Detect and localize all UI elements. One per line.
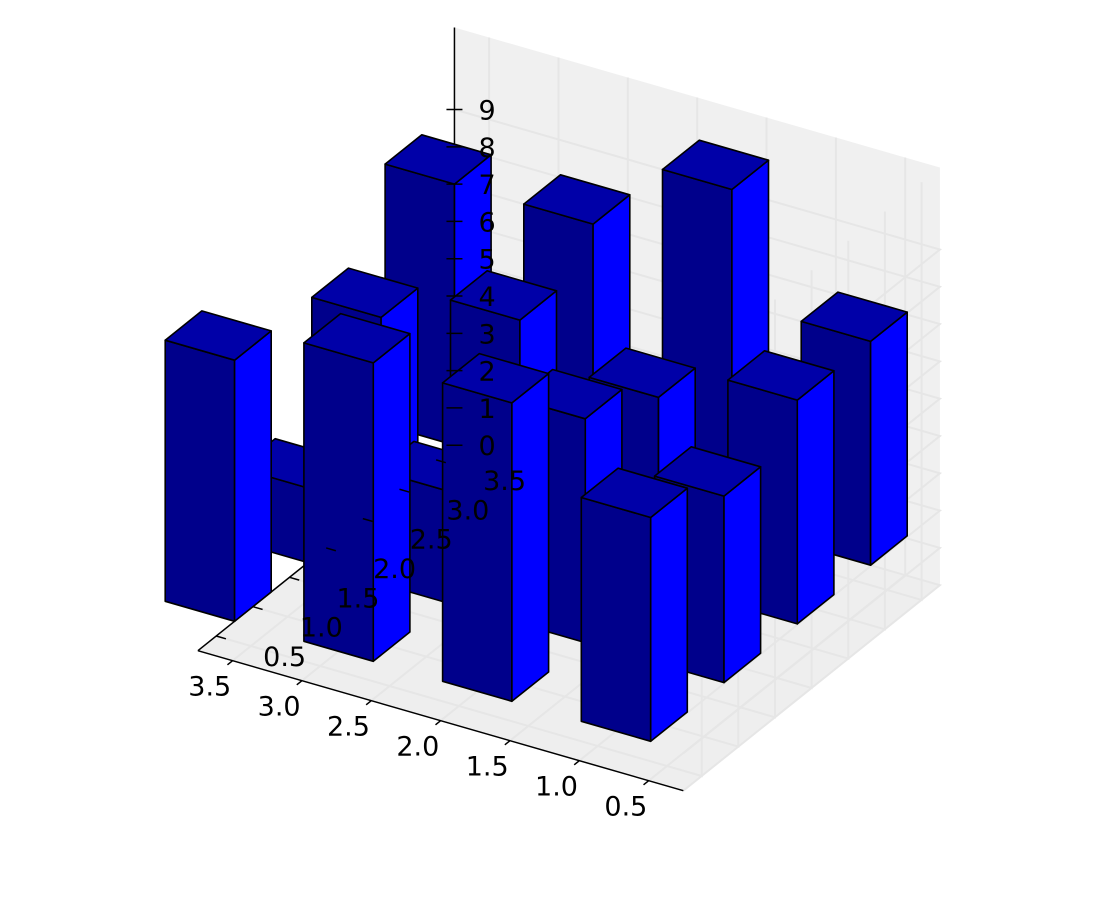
bar-side-face (233, 330, 273, 623)
z-tick-label: 6 (478, 207, 495, 238)
bar-top-face (164, 310, 273, 362)
x-tick-label: 0.5 (604, 791, 647, 822)
bar (580, 467, 689, 743)
bar-top-face (384, 134, 492, 185)
bar-front-face (164, 339, 236, 623)
x-tick (435, 720, 442, 726)
y-tick (216, 635, 227, 640)
bar-side-face (723, 465, 762, 684)
z-tick-label: 2 (478, 357, 495, 388)
bar-top-face (588, 347, 697, 399)
z-tick-label: 3 (478, 319, 495, 350)
bar-top-face (800, 291, 909, 343)
bar-side-face (796, 369, 835, 625)
z-tick-label: 4 (478, 282, 495, 313)
bar-top-face (727, 349, 835, 401)
bar-front-face (441, 382, 513, 703)
bar-side-face (511, 372, 550, 703)
z-tick-label: 7 (478, 170, 495, 201)
y-tick (362, 517, 373, 523)
x-tick-label: 2.5 (327, 711, 370, 742)
x-tick-label: 1.0 (535, 771, 578, 802)
bar (303, 312, 411, 663)
bar-top-face (449, 269, 558, 321)
y-tick-label: 3.0 (446, 495, 489, 526)
bar-side-face (649, 487, 689, 743)
bar-top-face (441, 352, 550, 404)
y-tick-label: 2.5 (410, 525, 453, 556)
bar-side-face (869, 311, 909, 567)
x-tick (643, 780, 650, 786)
x-tick (226, 660, 234, 666)
x-tick (365, 700, 372, 706)
y-tick-label: 1.5 (336, 583, 379, 614)
z-tick-label: 8 (478, 133, 495, 164)
z-tick-label: 9 (478, 96, 495, 127)
y-tick (252, 605, 263, 611)
y-tick-label: 3.5 (483, 466, 526, 497)
y-tick (289, 576, 300, 581)
y-tick-label: 1.0 (300, 613, 343, 644)
x-tick (504, 740, 511, 746)
bar (164, 310, 273, 623)
y-tick-label: 2.0 (373, 554, 416, 585)
tick-labels: 0.51.01.52.02.53.03.50.51.01.52.02.53.03… (188, 96, 650, 822)
x-tick (573, 760, 580, 766)
bar-top-face (661, 139, 770, 191)
z-tick-label: 5 (478, 245, 495, 276)
bar-top-face (310, 267, 419, 319)
bar-top-face (580, 467, 689, 519)
y-tick (399, 488, 410, 493)
bars-group (164, 134, 909, 743)
z-tick-label: 0 (478, 431, 495, 462)
bar (441, 352, 550, 703)
bar-top-face (303, 312, 411, 364)
bar-top-face (653, 445, 762, 497)
y-tick-label: 0.5 (263, 642, 306, 673)
x-tick (296, 680, 303, 686)
bar-top-face (522, 174, 631, 225)
bar-front-face (580, 496, 652, 743)
x-tick-label: 2.0 (396, 731, 439, 762)
x-tick-label: 1.5 (466, 751, 509, 782)
y-tick (435, 459, 447, 464)
z-tick-label: 1 (478, 394, 495, 425)
y-tick (325, 547, 337, 552)
x-tick-label: 3.5 (188, 671, 231, 702)
x-tick-label: 3.0 (258, 691, 301, 722)
